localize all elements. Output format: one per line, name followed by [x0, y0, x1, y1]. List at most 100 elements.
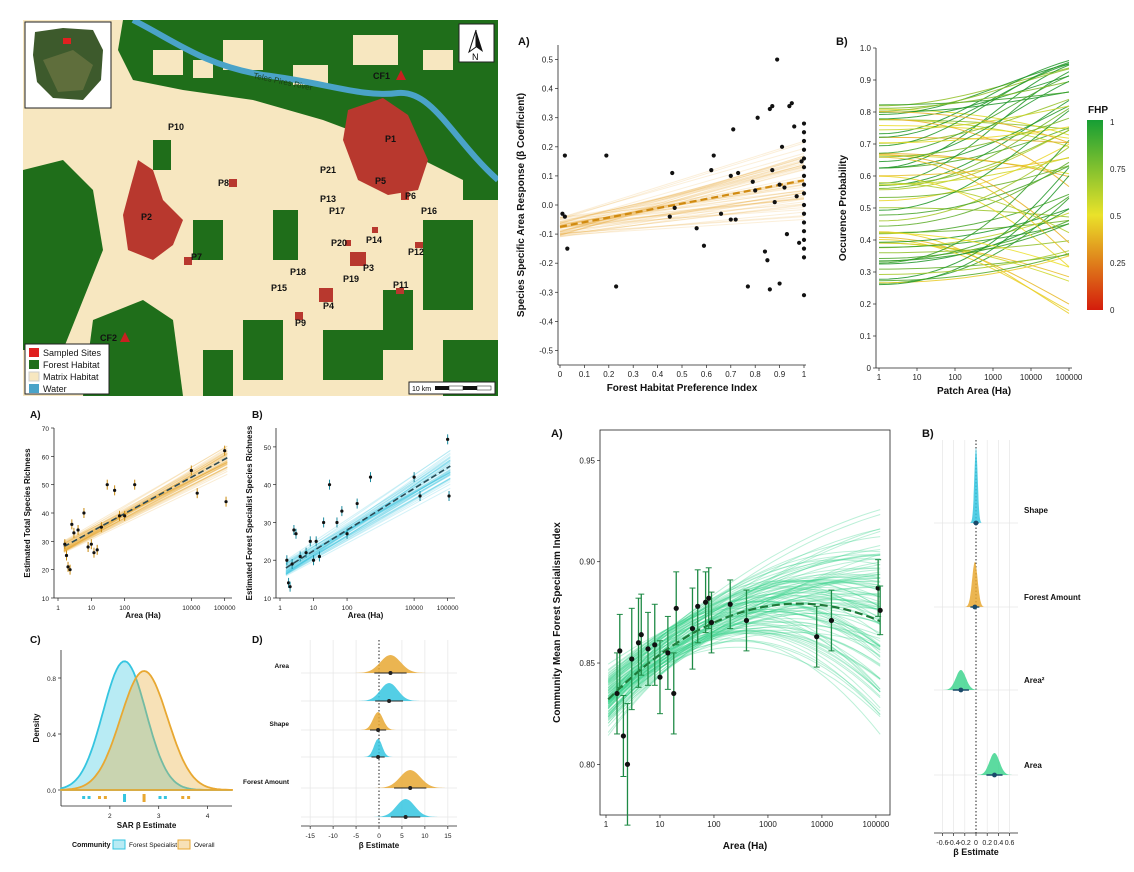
data-point [560, 211, 565, 216]
mid-b-panel-label: B) [252, 410, 263, 421]
species-occurrence-line [878, 64, 1070, 169]
data-point [789, 101, 794, 106]
species-occurrence-line [878, 117, 1070, 158]
top-b-y-tick-label: 0.9 [860, 76, 872, 85]
mid-a-x-tick-label: 100000 [214, 605, 236, 612]
species-occurrence-line [879, 126, 1070, 144]
bot-a-frame [599, 429, 891, 816]
fit-draw-line [63, 461, 228, 549]
data-point [775, 57, 780, 62]
data-point [617, 648, 623, 654]
mid-a-y-tick-label: 40 [42, 511, 50, 518]
species-occurrence-line [878, 146, 1070, 222]
fit-draw-line [607, 554, 881, 685]
bot-a-x-tick-label: 100000 [863, 820, 890, 829]
fit-draw-line [607, 561, 881, 719]
group-label: Area [1024, 761, 1042, 770]
data-point [95, 548, 99, 552]
top-b-y-tick-label: 0.3 [860, 268, 872, 277]
mid-a-mean-fit [63, 457, 228, 548]
fit-draw-line [607, 579, 881, 703]
data-point [298, 554, 302, 559]
fit-draw-line [63, 459, 228, 550]
species-occurrence-line [878, 110, 1070, 211]
species-occurrence-line [878, 91, 1070, 106]
data-point [706, 595, 712, 601]
data-point [702, 599, 709, 605]
fit-draw-line [63, 462, 228, 545]
data-point [708, 619, 715, 626]
interval-marker [82, 796, 86, 799]
top-b-x-tick-label: 100 [948, 373, 962, 382]
top-a-y-label: Species Specific Area Response (β Coeffi… [516, 93, 527, 317]
fit-draw-line [63, 455, 228, 552]
bot-b-x-tick-label: -0.6 [936, 840, 948, 847]
fit-draw-line [607, 624, 881, 693]
mid-a-x-tick-label: 10 [88, 605, 96, 612]
fit-draw-line [285, 460, 451, 574]
data-point [565, 246, 570, 251]
mid-d-x-tick-label: -5 [353, 833, 359, 840]
fit-draw-line [285, 456, 451, 566]
data-point [345, 532, 349, 536]
top-b-x-tick-label: 100000 [1056, 373, 1083, 382]
data-point [604, 153, 609, 158]
fit-draw-line [559, 167, 805, 232]
mid-b-x-tick-label: 100000 [437, 605, 459, 612]
top-b-y-tick-label: 0.1 [860, 332, 872, 341]
mid-b-y-tick-label: 20 [264, 558, 272, 565]
posterior-mean [387, 699, 392, 703]
top-a-y-tick-label: -0.4 [539, 317, 553, 326]
mid-b-y-tick-label: 30 [264, 520, 272, 527]
density-overall [60, 670, 233, 791]
species-occurrence-line [878, 75, 1070, 120]
top-b-y-tick-label: 0 [867, 364, 872, 373]
fit-draw-line [607, 580, 881, 703]
data-point [765, 258, 770, 263]
data-point [801, 182, 807, 187]
fit-draw-line [63, 445, 228, 542]
bot-a-y-tick-label: 0.95 [579, 456, 595, 465]
data-point [779, 144, 785, 149]
top-a-x-tick-label: 0.3 [628, 370, 640, 379]
top-a-x-tick-label: 0.9 [774, 370, 786, 379]
group-label: Forest Amount [1024, 593, 1081, 602]
fit-draw-line [559, 164, 805, 223]
interval-marker [103, 796, 107, 799]
fit-draw-line [607, 573, 881, 694]
top-b-panel-label: B) [836, 36, 848, 48]
fit-draw-line [607, 621, 881, 709]
fit-draw-line [285, 449, 451, 564]
site-label-p18: P18 [290, 267, 306, 277]
species-occurrence-line [878, 105, 1070, 131]
mid-a-fit-draws [63, 445, 228, 554]
fit-draw-line [285, 459, 451, 575]
fit-draw-line [607, 630, 881, 701]
species-occurrence-line [878, 223, 1070, 262]
fit-draw-line [559, 157, 805, 227]
fit-draw-line [285, 477, 451, 573]
posterior-density [363, 739, 393, 757]
bot-a-x-tick-label: 1 [604, 820, 609, 829]
data-point [711, 153, 716, 158]
fit-draw-line [607, 639, 881, 712]
posterior-density [965, 562, 985, 607]
fit-draw-line [63, 450, 228, 550]
fit-draw-line [559, 201, 805, 233]
fit-draw-line [559, 192, 805, 234]
bot-b-x-tick-label: 0.4 [994, 840, 1004, 847]
site-label-p16: P16 [421, 206, 437, 216]
fit-draw-line [607, 606, 881, 712]
fit-draw-line [63, 466, 228, 552]
site-label-p2: P2 [141, 212, 152, 222]
data-point [801, 255, 807, 260]
bot-a-x-tick-label: 100 [707, 820, 721, 829]
species-occurrence-line [878, 129, 1070, 191]
data-point [335, 520, 339, 525]
data-point [652, 642, 658, 648]
top-a-points [560, 57, 807, 298]
data-point [123, 514, 127, 518]
top-a-y-tick-label: 0.2 [542, 143, 554, 152]
fit-draw-line [559, 160, 805, 224]
bot-a-y-tick-label: 0.85 [579, 659, 595, 668]
